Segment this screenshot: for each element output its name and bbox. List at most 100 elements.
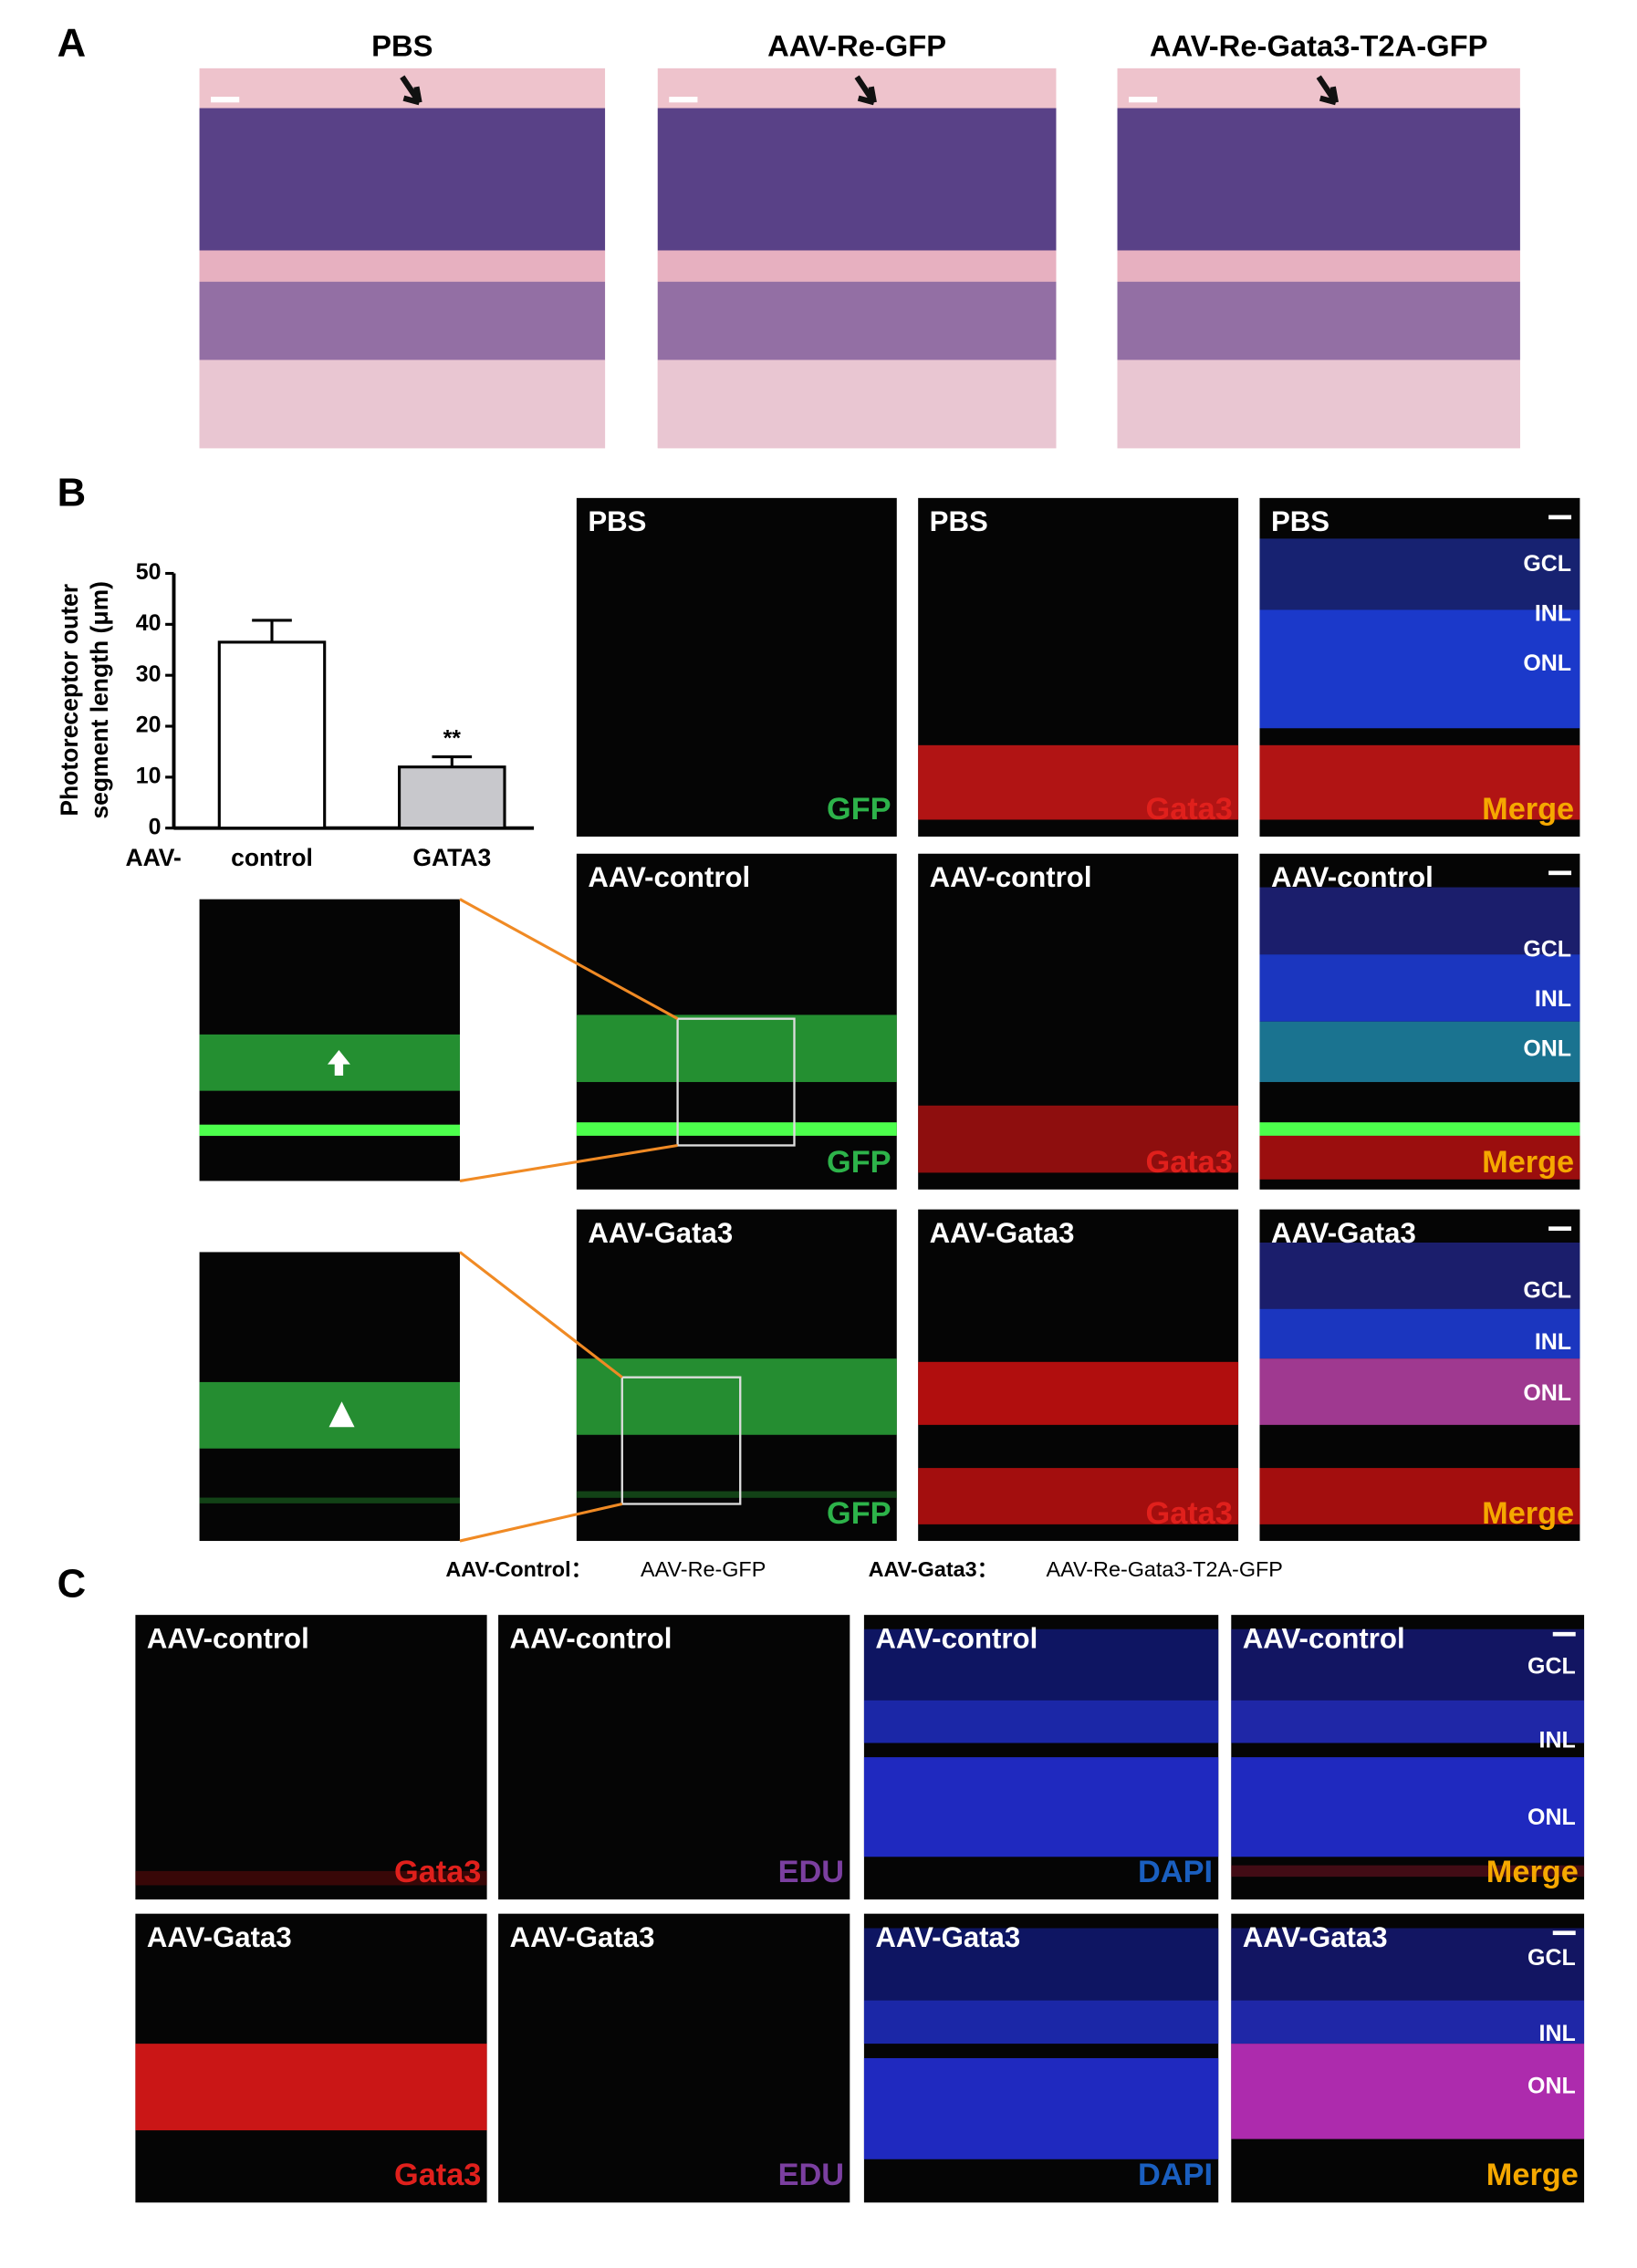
legend-desc: AAV-Re-GFP <box>641 1557 766 1581</box>
fluorescence-band <box>863 1628 1219 1701</box>
fluorescence-band <box>1259 1021 1580 1083</box>
y-axis-label: Photoreceptor outer <box>56 584 83 817</box>
scale-bar <box>211 97 240 103</box>
fluorescence-band <box>199 1124 460 1137</box>
fluorescence-band <box>135 1870 487 1886</box>
fluorescence-band <box>576 1491 897 1498</box>
layer-label: ONL <box>1528 1805 1576 1830</box>
y-tick-label: 20 <box>136 713 162 738</box>
x-tick-label: GATA3 <box>412 844 491 871</box>
fluorescence-band <box>1259 887 1580 955</box>
y-tick-label: 0 <box>149 814 162 839</box>
cell-title: PBS <box>1271 505 1329 537</box>
fluorescence-band <box>1259 1135 1580 1180</box>
fluorescence-band <box>135 2044 487 2131</box>
fluorescence-band <box>576 1014 897 1083</box>
cell-title: AAV-Gata3 <box>1271 1217 1416 1249</box>
x-tick-label: control <box>231 844 313 871</box>
fluorescence-band <box>199 1381 460 1449</box>
cell-title: AAV-control <box>930 861 1092 893</box>
layer-label: GCL <box>1528 1945 1576 1971</box>
bar <box>398 765 506 830</box>
layer-label: ONL <box>1528 2074 1576 2099</box>
channel-label: Merge <box>1482 1145 1574 1180</box>
channel-label: Gata3 <box>394 2158 481 2192</box>
he-band <box>199 250 606 282</box>
he-band <box>657 250 1057 282</box>
zoom-line <box>459 1251 623 1378</box>
he-band <box>657 281 1057 360</box>
fluorescence-band <box>1259 1468 1580 1524</box>
channel-label: Merge <box>1486 1855 1579 1889</box>
channel-label: DAPI <box>1138 2158 1213 2192</box>
he-band <box>199 108 606 251</box>
he-band <box>199 359 606 449</box>
arrow <box>327 1049 350 1077</box>
channel-label: Gata3 <box>394 1855 481 1889</box>
zoom-line <box>459 898 679 1021</box>
arrow <box>400 75 422 106</box>
cell-title: AAV-Gata3 <box>147 1921 292 1953</box>
cell-title: PBS <box>588 505 646 537</box>
he-band <box>1117 250 1520 282</box>
channel-label: Merge <box>1482 1496 1574 1531</box>
cell-title: AAV-control <box>1243 1622 1405 1654</box>
scale-bar <box>1548 870 1572 876</box>
fluorescence-band <box>576 1358 897 1435</box>
cell-title: AAV-control <box>875 1622 1037 1654</box>
layer-label: INL <box>1539 2021 1576 2046</box>
fluorescence-band <box>1259 954 1580 1022</box>
layer-label: ONL <box>1523 1380 1571 1406</box>
layer-label: INL <box>1539 1728 1576 1753</box>
cell-title: AAV-control <box>147 1622 309 1654</box>
fluorescence-band <box>918 1468 1239 1524</box>
x-prefix: AAV- <box>125 844 181 871</box>
he-band <box>1117 108 1520 251</box>
panel-label: A <box>57 20 87 65</box>
channel-label: Gata3 <box>1146 1496 1233 1531</box>
fluorescence-band <box>1259 609 1580 729</box>
fluorescence-band <box>863 2000 1219 2044</box>
fluorescence-band <box>1231 2044 1585 2139</box>
fluorescence-band <box>918 744 1239 820</box>
cell-title: AAV-Gata3 <box>875 1921 1020 1953</box>
cell-title: AAV-Gata3 <box>930 1217 1075 1249</box>
cell-title: AAV-Gata3 <box>510 1921 655 1953</box>
y-tick-label: 50 <box>136 559 162 585</box>
layer-label: INL <box>1535 1329 1571 1355</box>
scale-bar <box>1548 1226 1572 1232</box>
layer-label: GCL <box>1528 1653 1576 1679</box>
fluorescence-band <box>918 1105 1239 1173</box>
image-title: PBS <box>371 29 433 63</box>
channel-label: Merge <box>1486 2158 1579 2192</box>
he-band <box>657 359 1057 449</box>
fluorescence-band <box>1259 1242 1580 1309</box>
scale-bar <box>1552 1930 1576 1936</box>
fluorescence-band <box>1231 1700 1585 1743</box>
channel-label: Gata3 <box>1146 1145 1233 1180</box>
panel-label: C <box>57 1561 87 1606</box>
fluorescence-band <box>1231 2000 1585 2044</box>
zoom-box <box>676 1017 796 1147</box>
fluorescence-band <box>1259 1308 1580 1359</box>
channel-label: Gata3 <box>1146 792 1233 827</box>
micrograph <box>576 497 897 837</box>
micrograph <box>498 1615 850 1900</box>
legend-name: AAV-Gata3： <box>869 1557 998 1581</box>
layer-label: GCL <box>1523 1278 1571 1304</box>
micrograph <box>135 1615 487 1900</box>
cell-title: PBS <box>930 505 988 537</box>
he-band <box>657 108 1057 251</box>
layer-label: ONL <box>1523 1036 1571 1062</box>
he-band <box>1117 281 1520 360</box>
fluorescence-band <box>1231 1757 1585 1857</box>
fluorescence-band <box>1259 538 1580 610</box>
significance: ** <box>443 725 462 751</box>
panel-label: B <box>57 470 87 515</box>
layer-label: GCL <box>1523 936 1571 962</box>
layer-label: GCL <box>1523 551 1571 577</box>
channel-label: Merge <box>1482 792 1574 827</box>
fluorescence-band <box>1259 1358 1580 1425</box>
he-band <box>1117 359 1520 449</box>
